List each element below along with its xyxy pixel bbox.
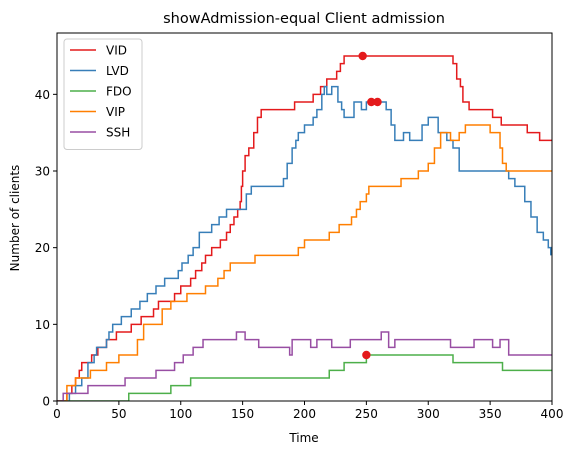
x-axis-label: Time [288,431,318,445]
legend-label-fdo: FDO [106,85,132,99]
series-line-vid [57,55,552,401]
x-tick-label: 350 [479,407,502,421]
legend-label-ssh: SSH [106,126,130,140]
marker-vid-0 [358,51,367,61]
y-axis: 0 10 20 30 40 [35,88,57,409]
x-tick-label: 150 [231,407,254,421]
legend-label-vid: VID [106,44,127,58]
y-tick-label: 10 [35,318,50,332]
legend: VID LVD FDO VIP SSH [63,38,143,150]
x-tick-label: 250 [355,407,378,421]
legend-label-lvd: LVD [106,64,129,78]
y-axis-label: Number of clients [8,165,22,272]
series-line-fdo [57,354,552,401]
plot-markers [358,51,382,360]
y-tick-label: 40 [35,88,50,102]
legend-label-vip: VIP [106,105,125,119]
marker-fdo-3 [362,350,371,360]
x-tick-label: 50 [111,407,126,421]
legend-box [63,38,143,150]
x-tick-label: 0 [53,407,61,421]
x-tick-label: 400 [541,407,564,421]
marker-vid-2 [373,97,382,107]
plot-series [57,55,552,401]
x-tick-label: 100 [169,407,192,421]
x-tick-label: 200 [293,407,316,421]
series-line-lvd [57,85,552,401]
x-tick-label: 300 [417,407,440,421]
series-line-vip [57,124,552,401]
x-axis: 0 50 100 150 200 250 300 350 400 [53,401,563,421]
series-line-ssh [57,331,552,401]
chart-title: showAdmission-equal Client admission [163,11,445,27]
marker-vid-1 [367,97,376,107]
y-tick-label: 0 [42,395,50,409]
y-tick-label: 20 [35,241,50,255]
y-tick-label: 30 [35,165,50,179]
